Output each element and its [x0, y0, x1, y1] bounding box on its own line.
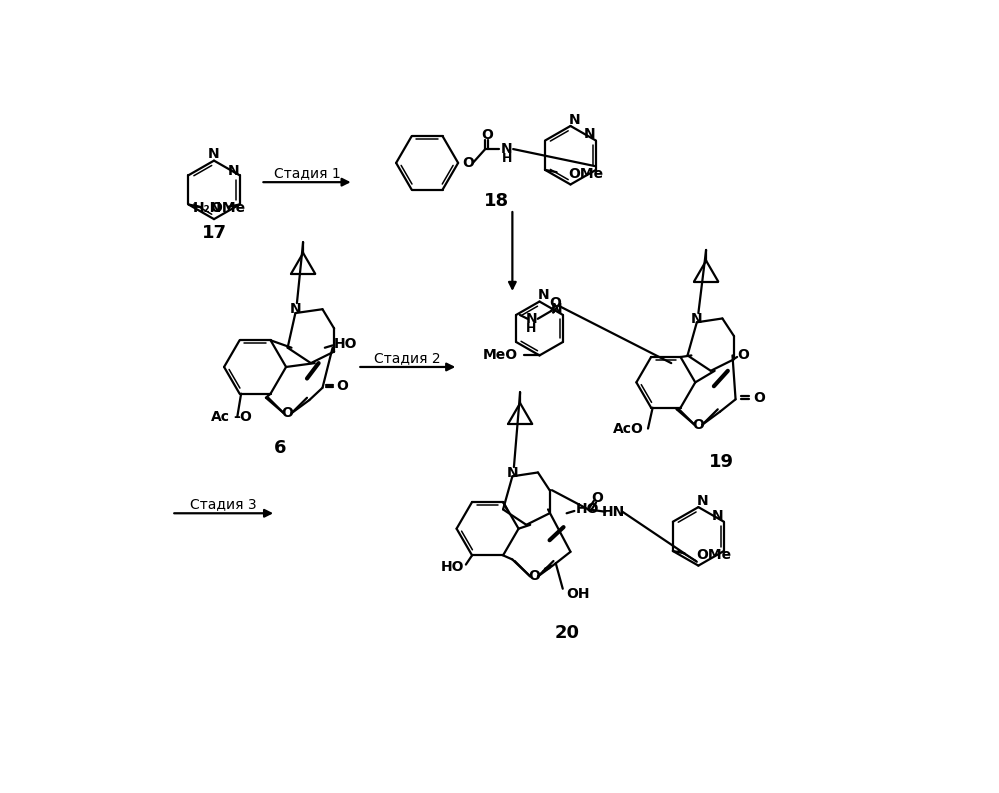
Text: N: N [568, 113, 580, 127]
Text: Стадия 1: Стадия 1 [274, 166, 341, 180]
Text: O: O [692, 418, 704, 431]
Text: O: O [528, 569, 540, 584]
Text: N: N [228, 164, 239, 178]
Text: N: N [712, 508, 723, 523]
Text: N: N [537, 289, 549, 302]
Text: 17: 17 [202, 224, 227, 242]
Text: N: N [290, 302, 301, 316]
Text: O: O [336, 379, 348, 393]
Text: H: H [526, 322, 536, 335]
Text: O: O [482, 128, 494, 142]
Text: H₂N: H₂N [193, 201, 223, 216]
Text: N: N [691, 312, 702, 326]
Text: N: N [506, 466, 518, 481]
Text: O: O [463, 156, 475, 170]
Text: O: O [753, 391, 765, 404]
Text: N: N [551, 302, 562, 316]
Text: HO: HO [441, 560, 465, 574]
Text: O: O [548, 297, 560, 310]
Text: N: N [501, 142, 512, 156]
Text: HO: HO [576, 503, 599, 516]
Text: N: N [208, 147, 220, 162]
Text: OMe: OMe [696, 548, 731, 562]
Text: O: O [282, 406, 294, 420]
Text: OMe: OMe [210, 201, 246, 216]
Text: Стадия 3: Стадия 3 [191, 497, 257, 511]
Text: Стадия 2: Стадия 2 [375, 351, 442, 365]
Text: 18: 18 [485, 193, 509, 210]
Text: N: N [584, 128, 595, 141]
Text: OH: OH [566, 587, 590, 601]
Text: MeO: MeO [483, 348, 517, 362]
Text: 6: 6 [274, 439, 286, 457]
Text: 19: 19 [709, 453, 734, 471]
Text: O: O [737, 348, 749, 362]
Text: HO: HO [334, 337, 358, 351]
Text: HN: HN [601, 504, 624, 519]
Text: –O: –O [234, 410, 253, 424]
Text: H: H [501, 151, 512, 165]
Text: Ac: Ac [211, 410, 230, 424]
Text: 20: 20 [554, 623, 579, 642]
Text: O: O [591, 491, 603, 505]
Text: OMe: OMe [568, 167, 603, 181]
Text: N: N [525, 312, 537, 326]
Text: N: N [696, 494, 708, 508]
Text: AcO: AcO [613, 422, 644, 435]
